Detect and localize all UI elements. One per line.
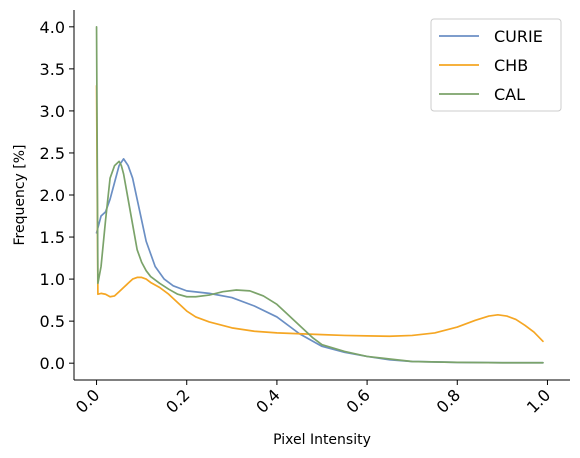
y-tick-label: 3.0 xyxy=(40,102,65,121)
y-tick-label: 0.5 xyxy=(40,312,65,331)
y-tick-label: 1.5 xyxy=(40,228,65,247)
legend-label-cal: CAL xyxy=(494,85,525,104)
y-tick-label: 2.0 xyxy=(40,186,65,205)
legend-frame xyxy=(430,18,562,112)
y-tick-label: 4.0 xyxy=(40,18,65,37)
x-tick-label: 0.2 xyxy=(162,385,193,416)
y-axis-title: Frequency [%] xyxy=(12,144,28,245)
series-line-curie xyxy=(95,157,544,364)
x-tick-label: 0.4 xyxy=(252,385,283,416)
legend-label-curie: CURIE xyxy=(494,27,543,46)
x-tick-label: 0.6 xyxy=(342,385,373,416)
y-tick-label: 3.5 xyxy=(40,60,65,79)
x-tick-label: 1.0 xyxy=(523,385,554,416)
legend: CURIE CHB CAL xyxy=(430,18,562,112)
y-tick-label: 2.5 xyxy=(40,144,65,163)
series-line-chb xyxy=(95,84,544,343)
x-tick-label: 0.8 xyxy=(433,385,464,416)
series-line-cal xyxy=(95,25,544,364)
y-ticks: 0.0 0.5 1.0 1.5 2.0 2.5 3.0 3.5 4.0 xyxy=(40,18,74,373)
x-tick-label: 0.0 xyxy=(72,385,103,416)
legend-label-chb: CHB xyxy=(494,56,528,75)
x-axis-title: Pixel Intensity xyxy=(273,432,371,448)
series-lines xyxy=(95,25,544,364)
y-tick-label: 1.0 xyxy=(40,270,65,289)
y-tick-label: 0.0 xyxy=(40,354,65,373)
x-ticks: 0.0 0.2 0.4 0.6 0.8 1.0 xyxy=(72,380,554,417)
